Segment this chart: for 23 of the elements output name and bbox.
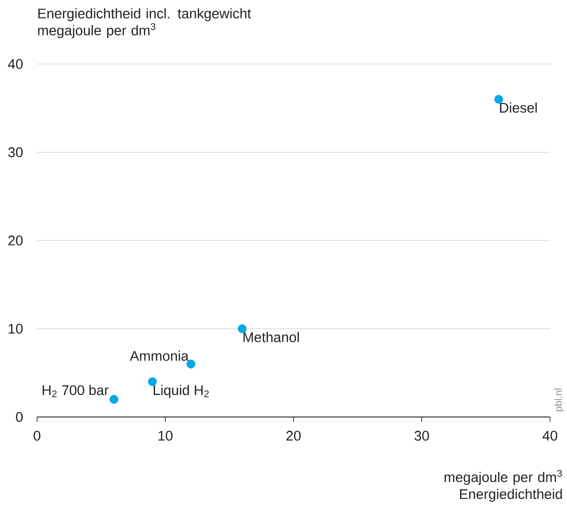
annotation: Diesel xyxy=(500,102,537,113)
annotation: Liquid H$_{2}$ xyxy=(154,384,209,398)
x-tick-label: 30 xyxy=(414,430,429,441)
x-tick-label: 40 xyxy=(542,430,558,441)
point xyxy=(238,324,247,334)
y-tick-label: 10 xyxy=(8,324,23,334)
x-tick-label: 20 xyxy=(286,430,301,441)
y-tick-label: 20 xyxy=(8,236,23,246)
annotation: Methanol xyxy=(244,332,299,342)
y-tick-label: 30 xyxy=(8,147,23,158)
point xyxy=(148,377,157,386)
annotation: H$_{2}$ 700 bar xyxy=(42,384,109,398)
point xyxy=(110,394,118,404)
annotation: Ammonia xyxy=(130,350,189,361)
text: pbl.nl xyxy=(554,388,564,412)
point xyxy=(494,94,504,104)
y-tick-label: 0 xyxy=(16,412,23,422)
text: megajoule per dm$^{3}$ Energiedichtheid xyxy=(444,470,562,502)
y-tick-label: 40 xyxy=(8,59,23,69)
x-tick-label: 10 xyxy=(158,430,172,441)
point xyxy=(186,360,196,368)
x-tick-label: 0 xyxy=(34,430,40,441)
y-axis-title: Energiedichtheid incl. tankgewicht megajoule per dm$^{3}$ xyxy=(38,8,252,38)
